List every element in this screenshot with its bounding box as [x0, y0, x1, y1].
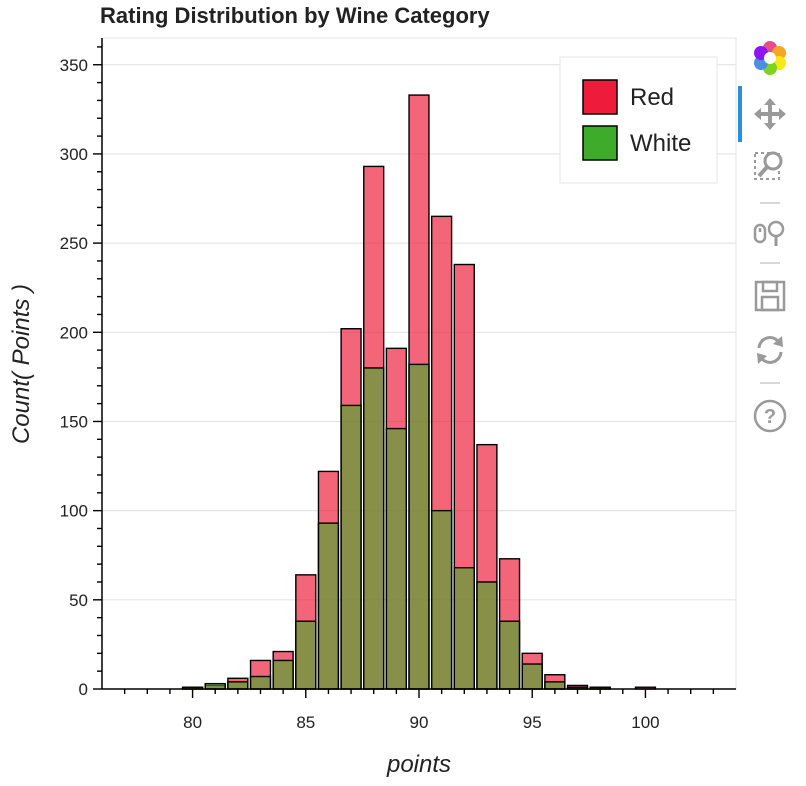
x-tick-label: 95 [523, 713, 542, 732]
toolbar-divider [760, 202, 780, 204]
pan-icon[interactable] [750, 94, 790, 134]
y-tick-label: 300 [60, 145, 88, 164]
y-tick-label: 50 [69, 591, 88, 610]
y-axis-label: Count( Points ) [8, 284, 35, 444]
bar-white [363, 367, 385, 690]
legend-swatch-red [582, 79, 618, 115]
bar-white [385, 427, 408, 690]
bar-white [453, 567, 475, 690]
legend-label-red: Red [630, 84, 674, 111]
bar-white [430, 509, 453, 690]
legend-box [559, 56, 718, 184]
bar-white [204, 682, 226, 690]
bar-white [408, 363, 430, 690]
box-zoom-icon[interactable] [750, 146, 790, 186]
chart-title: Rating Distribution by Wine Category [100, 3, 490, 28]
bokeh-logo-icon[interactable] [750, 38, 790, 78]
bar-white [340, 404, 362, 690]
active-tool-indicator [738, 86, 742, 142]
y-tick-label: 350 [60, 56, 88, 75]
svg-text:?: ? [764, 406, 776, 428]
bar-white [249, 675, 272, 690]
toolbar-divider [760, 382, 780, 384]
legend-swatch-white [582, 125, 618, 161]
axes: 80 85 90 95 100 0 50 100 150 200 250 300 350 [60, 38, 736, 732]
bar-white [295, 620, 317, 690]
help-icon[interactable]: ? [750, 396, 790, 436]
y-tick-label: 0 [79, 680, 88, 699]
save-icon[interactable] [750, 276, 790, 316]
bar-white [272, 659, 294, 690]
bar-white [476, 581, 498, 690]
bar-white [521, 663, 543, 690]
legend-label-white: White [630, 130, 691, 157]
y-tick-label: 100 [60, 502, 88, 521]
y-tick-label: 250 [60, 234, 88, 253]
bar-white [317, 522, 340, 690]
x-tick-label: 90 [410, 713, 429, 732]
x-tick-label: 100 [631, 713, 659, 732]
x-axis-label: points [386, 751, 451, 778]
legend: Red White [559, 56, 718, 184]
bar-white [227, 681, 249, 690]
x-tick-label: 80 [183, 713, 202, 732]
bar-white [544, 681, 566, 690]
toolbar-divider [760, 262, 780, 264]
wheel-zoom-icon[interactable] [750, 214, 790, 254]
y-tick-label: 150 [60, 412, 88, 431]
reset-icon[interactable] [750, 330, 790, 370]
x-tick-label: 85 [296, 713, 315, 732]
bar-white [498, 620, 521, 690]
series-white [181, 363, 611, 690]
y-tick-label: 200 [60, 323, 88, 342]
